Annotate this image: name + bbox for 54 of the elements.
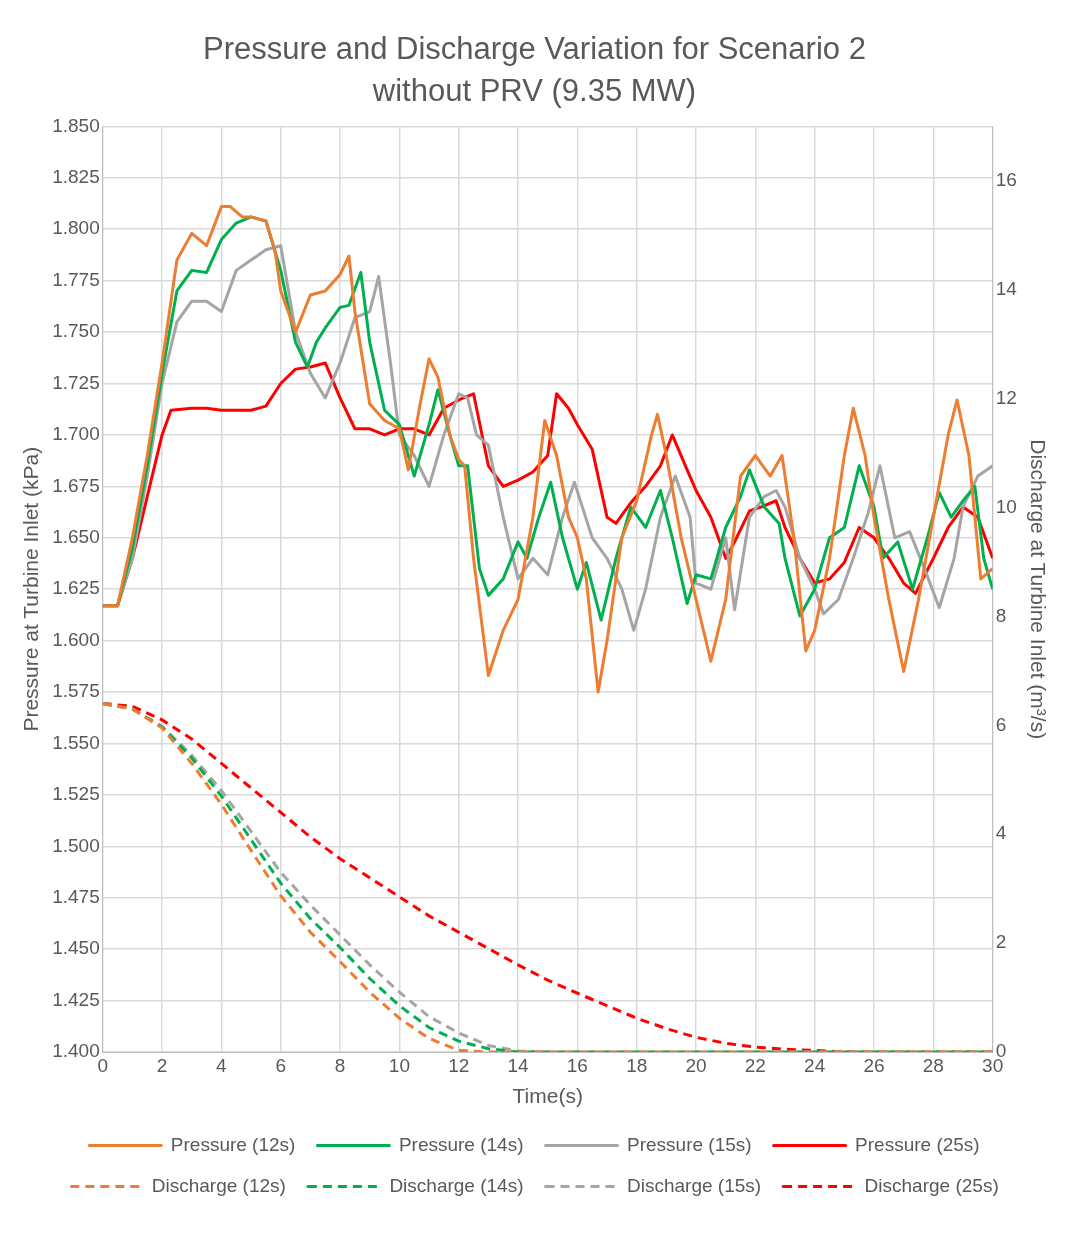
x-tick-label: 6	[275, 1054, 287, 1076]
y-tick-label: 1.600	[52, 628, 100, 650]
y-tick-label: 1.450	[52, 937, 100, 959]
x-tick-label: 20	[685, 1054, 707, 1076]
y2-tick-label: 10	[995, 495, 1017, 517]
y2-tick-label: 2	[995, 931, 1007, 953]
y-tick-label: 1.850	[52, 114, 100, 136]
y-tick-label: 1.800	[52, 217, 100, 239]
x-tick-label: 4	[216, 1054, 228, 1076]
x-tick-label: 16	[566, 1054, 588, 1076]
y2-tick-label: 12	[995, 386, 1017, 408]
y2-tick-label: 16	[995, 169, 1017, 191]
x-tick-label: 8	[334, 1054, 346, 1076]
y2-tick-label: 8	[995, 604, 1007, 626]
x-axis-title: Time(s)	[512, 1084, 583, 1108]
chart-title: Pressure and Discharge Variation for Scenario 2 without PRV (9.35 MW)	[202, 30, 867, 110]
y-tick-label: 1.625	[52, 577, 100, 599]
y-tick-label: 1.775	[52, 268, 100, 290]
y-tick-label: 1.525	[52, 783, 100, 805]
legend-label: Pressure (12s)	[170, 1133, 296, 1155]
y-tick-label: 1.425	[52, 988, 100, 1010]
x-tick-label: 10	[388, 1054, 410, 1076]
legend-label: Discharge (14s)	[389, 1174, 524, 1196]
x-tick-label: 18	[626, 1054, 648, 1076]
x-tick-label: 0	[97, 1054, 109, 1076]
y-tick-label: 1.750	[52, 320, 100, 342]
legend-label: Discharge (12s)	[151, 1174, 286, 1196]
y-tick-label: 1.400	[52, 1040, 100, 1062]
y-tick-label: 1.550	[52, 731, 100, 753]
y-axis-title: Pressure at Turbine Inlet (kPa)	[19, 446, 43, 732]
x-tick-label: 22	[744, 1054, 766, 1076]
y-tick-label: 1.500	[52, 834, 100, 856]
legend-label: Pressure (15s)	[627, 1133, 752, 1155]
y-tick-label: 1.575	[52, 680, 100, 702]
x-tick-label: 26	[863, 1054, 885, 1076]
x-tick-label: 12	[448, 1054, 470, 1076]
x-tick-label: 28	[922, 1054, 944, 1076]
y-tick-label: 1.475	[52, 885, 100, 907]
y-tick-label: 1.700	[52, 423, 100, 445]
legend-label: Pressure (25s)	[855, 1133, 980, 1155]
legend-label: Discharge (25s)	[864, 1174, 999, 1196]
x-tick-label: 24	[804, 1054, 826, 1076]
y2-tick-label: 4	[995, 822, 1007, 844]
y-tick-label: 1.725	[52, 371, 100, 393]
y2-axis-title: Discharge at Turbine Inlet (m³/s)	[1026, 439, 1050, 740]
y2-tick-label: 14	[995, 277, 1018, 299]
legend-label: Discharge (15s)	[627, 1174, 762, 1196]
legend-label: Pressure (14s)	[398, 1133, 524, 1155]
y-tick-label: 1.675	[52, 474, 100, 496]
y-tick-label: 1.650	[52, 526, 100, 548]
x-tick-label: 14	[507, 1054, 530, 1076]
x-tick-label: 2	[156, 1054, 168, 1076]
y-tick-label: 1.825	[52, 166, 100, 188]
y2-tick-label: 6	[995, 713, 1007, 735]
